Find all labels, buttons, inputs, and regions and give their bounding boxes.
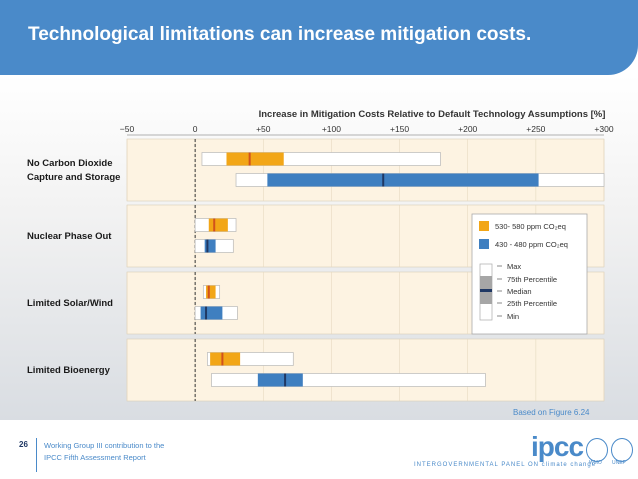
x-tick-label: +250 [526, 124, 545, 134]
category-panel [126, 338, 605, 402]
median-mark [382, 173, 385, 187]
legend-swatch [479, 221, 489, 231]
unep-emblem-icon [611, 438, 633, 462]
footer-line-2: IPCC Fifth Assessment Report [44, 453, 146, 462]
iqr-box [210, 352, 241, 366]
category-label: Limited Bioenergy [27, 365, 111, 376]
category-label: Capture and Storage [27, 172, 120, 183]
ipcc-logo: ipcc [531, 431, 584, 462]
legend-key-label: 75th Percentile [507, 275, 557, 284]
x-tick-label: −50 [120, 124, 135, 134]
iqr-box [267, 173, 539, 187]
iqr-box [208, 218, 228, 232]
title-bar: Technological limitations can increase m… [0, 0, 638, 75]
legend-series-label: 530- 580 ppm CO₂eq [495, 222, 566, 231]
median-mark [221, 352, 224, 366]
category-label: No Carbon Dioxide [27, 158, 113, 169]
legend-key-label: Max [507, 262, 521, 271]
wmo-label: WMO [589, 460, 602, 466]
median-mark [205, 306, 208, 320]
iqr-box [206, 285, 216, 299]
slide-title: Technological limitations can increase m… [28, 24, 532, 45]
x-tick-label: +100 [322, 124, 341, 134]
median-mark [284, 373, 287, 387]
footer-text: Working Group III contribution to the IP… [44, 440, 244, 464]
chart-title: Increase in Mitigation Costs Relative to… [259, 109, 606, 120]
x-tick-label: +50 [256, 124, 271, 134]
category-panel [126, 138, 605, 202]
wmo-emblem-icon [586, 438, 608, 462]
median-mark [248, 152, 251, 166]
category-label: Nuclear Phase Out [27, 231, 112, 242]
median-mark [213, 218, 216, 232]
median-mark [207, 285, 210, 299]
unep-label: UNEP [612, 460, 626, 466]
iqr-box [200, 306, 223, 320]
legend-swatch [479, 239, 489, 249]
range-bar [211, 373, 486, 387]
legend-series-label: 430 - 480 ppm CO₂eq [495, 240, 568, 249]
footer-line-1: Working Group III contribution to the [44, 441, 165, 450]
source-note: Based on Figure 6.24 [513, 408, 590, 417]
iqr-box [257, 373, 303, 387]
category-label: Limited Solar/Wind [27, 298, 113, 309]
page-number: 26 [19, 440, 28, 449]
x-tick-label: +150 [390, 124, 409, 134]
median-mark [206, 239, 209, 253]
x-tick-label: 0 [193, 124, 198, 134]
legend-key-label: 25th Percentile [507, 299, 557, 308]
legend-key-label: Median [507, 287, 532, 296]
ipcc-logo-subtext: INTERGOVERNMENTAL PANEL ON climate chang… [414, 462, 597, 468]
footer-divider [36, 438, 37, 472]
footer [0, 420, 638, 479]
x-tick-label: +200 [458, 124, 477, 134]
iqr-box [204, 239, 216, 253]
legend-key-median [480, 289, 492, 292]
iqr-box [226, 152, 284, 166]
x-tick-label: +300 [594, 124, 613, 134]
legend-key-label: Min [507, 312, 519, 321]
